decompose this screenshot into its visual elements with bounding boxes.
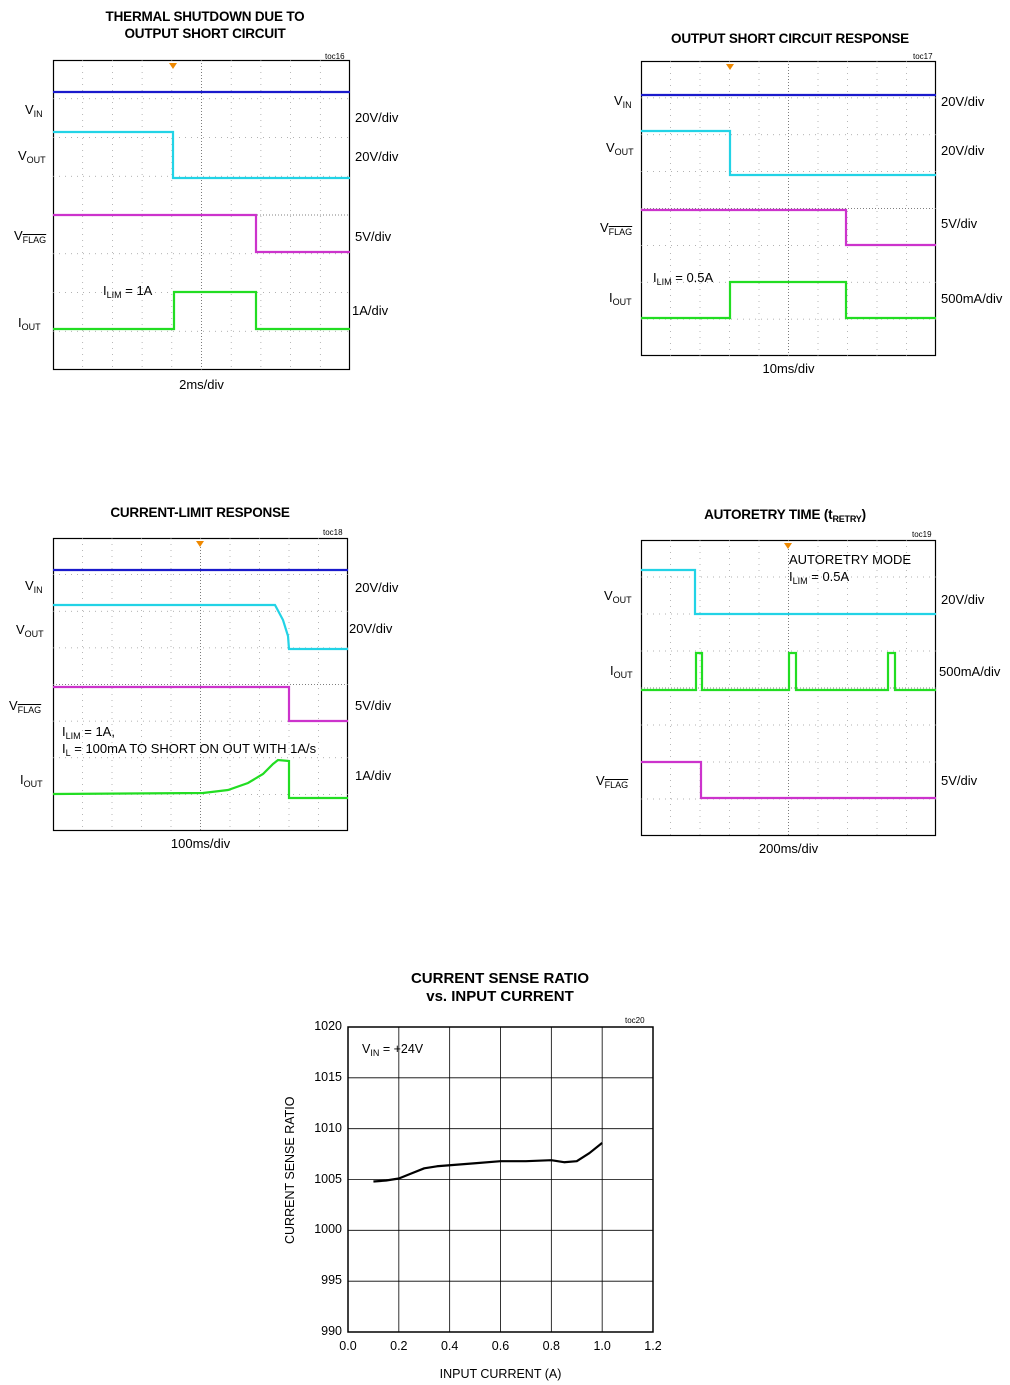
trace-vout	[641, 129, 936, 177]
trace-vflag	[641, 208, 936, 247]
scale-vout: 20V/div	[355, 149, 399, 164]
channel-label-vflag: VFLAG	[600, 220, 633, 237]
channel-label-vin: VIN	[25, 102, 43, 119]
scale-vin: 20V/div	[355, 110, 399, 125]
mode-note: AUTORETRY MODE	[789, 552, 912, 567]
trigger-marker	[784, 543, 792, 549]
channel-label-vin: VIN	[25, 578, 43, 595]
scale-iout: 1A/div	[352, 303, 389, 318]
ilim-note: ILIM = 0.5A	[789, 569, 850, 586]
channel-label-iout: IOUT	[610, 663, 633, 680]
trace-vout	[641, 568, 936, 616]
scale-vout: 20V/div	[941, 143, 985, 158]
channel-label-vflag: VFLAG	[9, 698, 42, 715]
time-div: 200ms/div	[758, 841, 819, 856]
y-tick-label: 1005	[314, 1171, 342, 1186]
trace-iout	[53, 290, 350, 331]
time-div: 10ms/div	[762, 361, 815, 376]
channel-label-vout: VOUT	[16, 622, 44, 639]
scale-iout: 500mA/div	[939, 664, 1001, 679]
scale-vflag: 5V/div	[355, 229, 392, 244]
x-axis-label: INPUT CURRENT (A)	[439, 1367, 562, 1381]
x-tick-label: 0.4	[440, 1339, 459, 1353]
trace-iout	[641, 280, 936, 320]
ilim-note: ILIM = 1A	[103, 283, 153, 300]
trace-iout	[641, 651, 936, 692]
scope-title: AUTORETRY TIME (tRETRY)	[704, 507, 866, 524]
channel-label-iout: IOUT	[18, 315, 41, 332]
trace-vflag	[53, 213, 350, 254]
x-tick-label: 0.8	[542, 1339, 561, 1353]
channel-label-vflag: VFLAG	[596, 773, 629, 790]
trigger-marker	[196, 541, 204, 547]
y-tick-label: 1010	[314, 1120, 342, 1135]
channel-label-iout: IOUT	[20, 772, 43, 789]
y-tick-label: 995	[321, 1273, 342, 1288]
time-div: 100ms/div	[170, 836, 231, 851]
toc-label: toc17	[913, 52, 933, 61]
channel-label-vout: VOUT	[606, 140, 634, 157]
x-tick-label: 1.0	[593, 1339, 611, 1353]
toc-label: toc18	[323, 528, 343, 537]
channel-label-vflag: VFLAG	[14, 228, 47, 245]
scope-screen	[52, 537, 349, 832]
scale-vout: 20V/div	[349, 621, 393, 636]
channel-label-vin: VIN	[614, 93, 632, 110]
toc-label: toc19	[912, 530, 932, 539]
scale-iout: 1A/div	[355, 768, 392, 783]
trigger-marker	[169, 63, 177, 69]
scale-vout: 20V/div	[941, 592, 985, 607]
time-div: 2ms/div	[179, 377, 224, 392]
toc-label: toc16	[325, 52, 345, 61]
x-tick-label: 1.2	[644, 1339, 662, 1353]
toc-label: toc20	[625, 1016, 645, 1025]
scale-vflag: 5V/div	[355, 698, 392, 713]
scope-screen	[640, 60, 937, 357]
y-tick-label: 1015	[314, 1069, 342, 1084]
y-tick-label: 1000	[314, 1222, 342, 1237]
scale-vin: 20V/div	[355, 580, 399, 595]
chart-title-line-1: CURRENT SENSE RATIO	[410, 970, 590, 987]
scope-title: CURRENT-LIMIT RESPONSE	[110, 505, 290, 520]
trace-vout	[53, 603, 348, 651]
scope-title: OUTPUT SHORT CIRCUIT RESPONSE	[671, 31, 909, 46]
channel-label-vout: VOUT	[604, 588, 632, 605]
channel-label-vout: VOUT	[18, 148, 46, 165]
line-chart	[347, 1026, 654, 1333]
scope-title: THERMAL SHUTDOWN DUE TO OUTPUT SHORT CIR…	[60, 8, 350, 42]
title-line-2: OUTPUT SHORT CIRCUIT	[124, 26, 286, 41]
ilim-note: ILIM = 0.5A	[653, 270, 714, 287]
scope-screen	[52, 59, 351, 371]
series-line	[373, 1142, 603, 1183]
il-note: IL = 100mA TO SHORT ON OUT WITH 1A/s	[62, 741, 317, 758]
trace-vflag	[53, 685, 348, 723]
trace-vout	[53, 130, 350, 180]
chart-title: CURRENT SENSE RATIO vs. INPUT CURRENT	[350, 970, 650, 1006]
y-tick-label: 990	[321, 1324, 342, 1338]
vin-annotation: VIN = +24V	[362, 1042, 424, 1058]
channel-label-iout: IOUT	[609, 290, 632, 307]
trace-iout	[52, 758, 348, 800]
y-axis-label: CURRENT SENSE RATIO	[283, 1096, 297, 1244]
trigger-marker	[726, 64, 734, 70]
x-tick-label: 0.6	[491, 1339, 510, 1353]
x-tick-label: 0.0	[339, 1339, 357, 1353]
scale-vin: 20V/div	[941, 94, 985, 109]
trace-vflag	[641, 760, 936, 800]
scale-vflag: 5V/div	[941, 216, 978, 231]
scale-vflag: 5V/div	[941, 773, 978, 788]
scale-iout: 500mA/div	[941, 291, 1003, 306]
scope-screen	[640, 539, 937, 837]
ilim-note: ILIM = 1A,	[62, 724, 115, 741]
chart-title-line-2: vs. INPUT CURRENT	[426, 988, 574, 1005]
x-tick-label: 0.2	[390, 1339, 408, 1353]
y-tick-label: 1020	[314, 1019, 342, 1033]
title-line-1: THERMAL SHUTDOWN DUE TO	[105, 9, 305, 24]
